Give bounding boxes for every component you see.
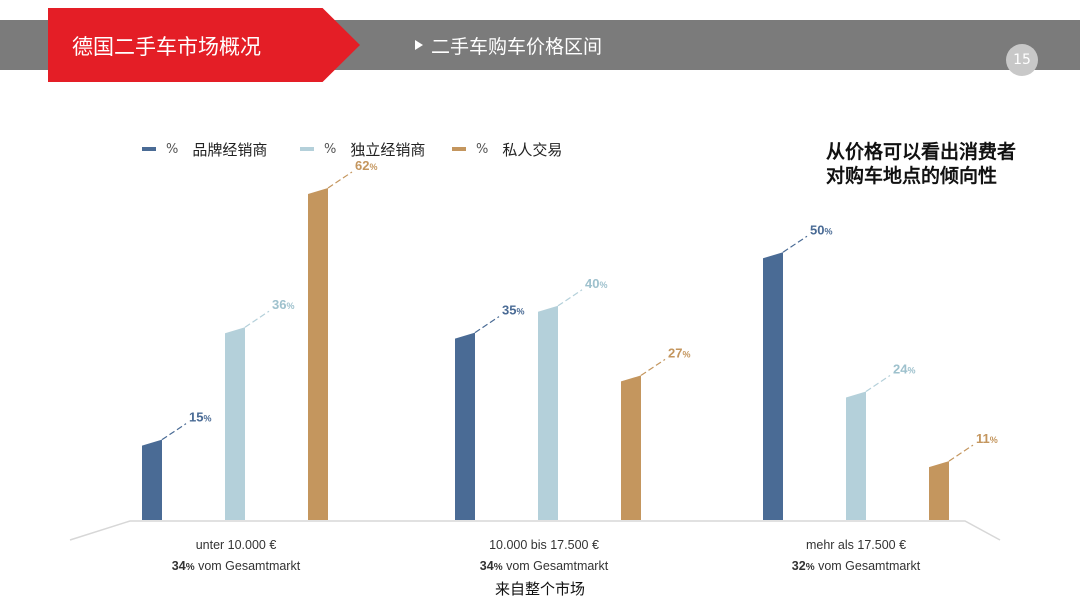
category-share-unit: % <box>185 562 195 573</box>
data-label-leader <box>474 316 500 334</box>
subtitle-arrow-icon <box>415 40 423 50</box>
legend-item-brand-dealer: % 品牌经销商 <box>142 138 267 160</box>
bar <box>846 391 866 520</box>
bar <box>455 332 475 520</box>
category-share-value: 34 <box>479 559 494 573</box>
page-number-badge: 15 <box>1006 44 1038 76</box>
category-share-unit: % <box>493 562 503 573</box>
bar <box>621 375 641 520</box>
legend-percent-symbol: % <box>166 141 179 157</box>
data-label-leader <box>782 235 808 253</box>
bar <box>538 305 558 520</box>
legend-label: 私人交易 <box>502 140 563 159</box>
data-label-leader <box>557 289 583 307</box>
category-share-text: vom Gesamtmarkt <box>198 559 301 573</box>
category-share-line: 34% vom Gesamtmarkt <box>434 559 654 573</box>
data-label-leader <box>865 374 891 392</box>
category-share-value: 32 <box>791 559 806 573</box>
header-red-tab <box>48 8 360 82</box>
legend-swatch-independent-dealer <box>300 147 314 151</box>
data-label-leader <box>327 171 353 189</box>
category-label: 10.000 bis 17.500 € <box>489 538 599 552</box>
data-label: 36% <box>272 297 294 312</box>
legend-percent-symbol: % <box>476 141 489 157</box>
bar <box>142 439 162 520</box>
data-label: 24% <box>893 361 915 376</box>
category-label: mehr als 17.500 € <box>805 538 907 552</box>
data-label-leader <box>244 310 270 328</box>
bar <box>308 188 328 520</box>
data-label: 40% <box>585 276 607 291</box>
legend-label: 独立经销商 <box>350 140 426 159</box>
category-share-text: vom Gesamtmarkt <box>818 559 921 573</box>
bar <box>763 252 783 521</box>
data-label-leader <box>161 423 187 441</box>
insight-note: 从价格可以看出消费者 对购车地点的倾向性 <box>826 140 1056 188</box>
data-label-leader <box>640 358 666 376</box>
insight-note-line: 对购车地点的倾向性 <box>826 165 998 187</box>
data-label: 15% <box>189 410 211 425</box>
category-share-text: vom Gesamtmarkt <box>506 559 609 573</box>
bar <box>225 327 245 520</box>
legend-item-private-sale: % 私人交易 <box>452 138 562 160</box>
category-label: unter 10.000 € <box>195 538 277 552</box>
data-label: 35% <box>502 303 524 318</box>
legend-swatch-brand-dealer <box>142 147 156 151</box>
data-label: 11% <box>976 431 998 446</box>
category-share-value: 34 <box>171 559 186 573</box>
chart-baseline <box>69 520 1001 541</box>
legend-label: 品牌经销商 <box>192 140 268 159</box>
legend-percent-symbol: % <box>324 141 337 157</box>
category-share-line: 32% vom Gesamtmarkt <box>746 559 966 573</box>
insight-note-line: 从价格可以看出消费者 <box>826 141 1017 163</box>
section-subtitle: 二手车购车价格区间 <box>431 36 603 58</box>
category-share-line: 34% vom Gesamtmarkt <box>126 559 346 573</box>
bar <box>929 461 949 520</box>
legend-swatch-private-sale <box>452 147 466 151</box>
category-share-unit: % <box>805 562 815 573</box>
data-label: 62% <box>355 158 377 173</box>
data-label: 27% <box>668 345 690 360</box>
legend-item-independent-dealer: % 独立经销商 <box>300 138 425 160</box>
page-title: 德国二手车市场概况 <box>72 35 261 59</box>
data-label: 50% <box>810 222 832 237</box>
data-label-leader <box>948 444 974 462</box>
chart-footer-label: 来自整个市场 <box>494 580 585 598</box>
